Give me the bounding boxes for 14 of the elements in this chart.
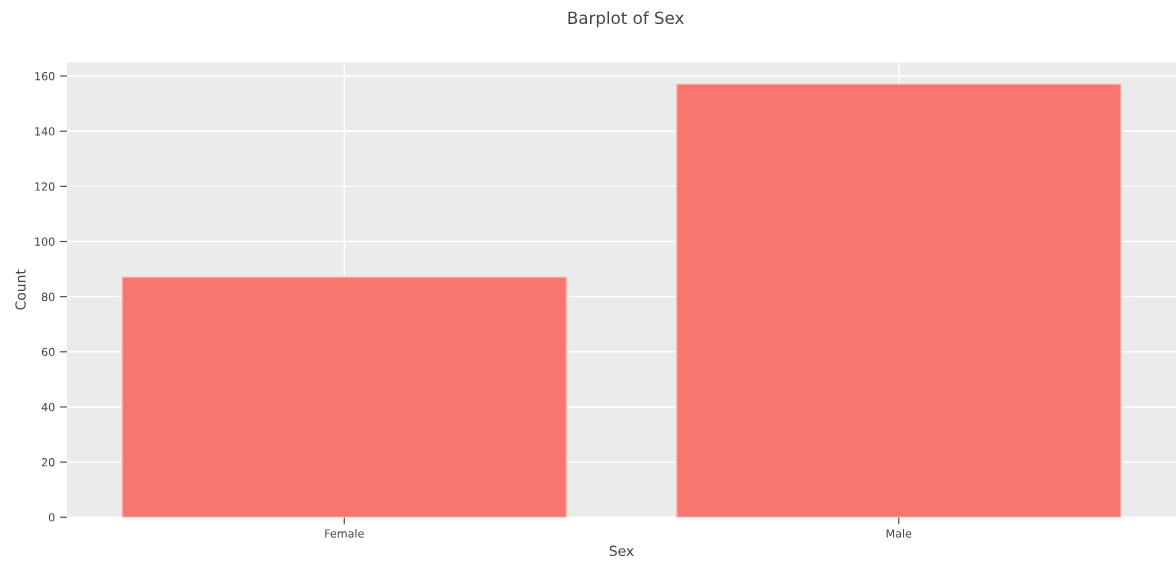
x-tick-label: Female — [325, 529, 364, 538]
y-axis-title: Count — [15, 269, 26, 310]
y-tick-label: 160 — [35, 72, 55, 81]
x-tick-label: Male — [886, 529, 912, 538]
x-axis-title: Sex — [609, 545, 634, 557]
chart-title: Barplot of Sex — [568, 11, 684, 28]
y-tick-label: 40 — [41, 402, 55, 412]
y-tick-label: 140 — [35, 127, 55, 136]
y-tick-label: 80 — [41, 292, 55, 302]
y-tick-label: 20 — [41, 458, 55, 467]
y-tick-label: 100 — [35, 237, 55, 246]
y-tick-label: 0 — [48, 513, 55, 522]
y-tick-label: 60 — [41, 347, 55, 357]
y-tick-label: 120 — [35, 182, 55, 191]
